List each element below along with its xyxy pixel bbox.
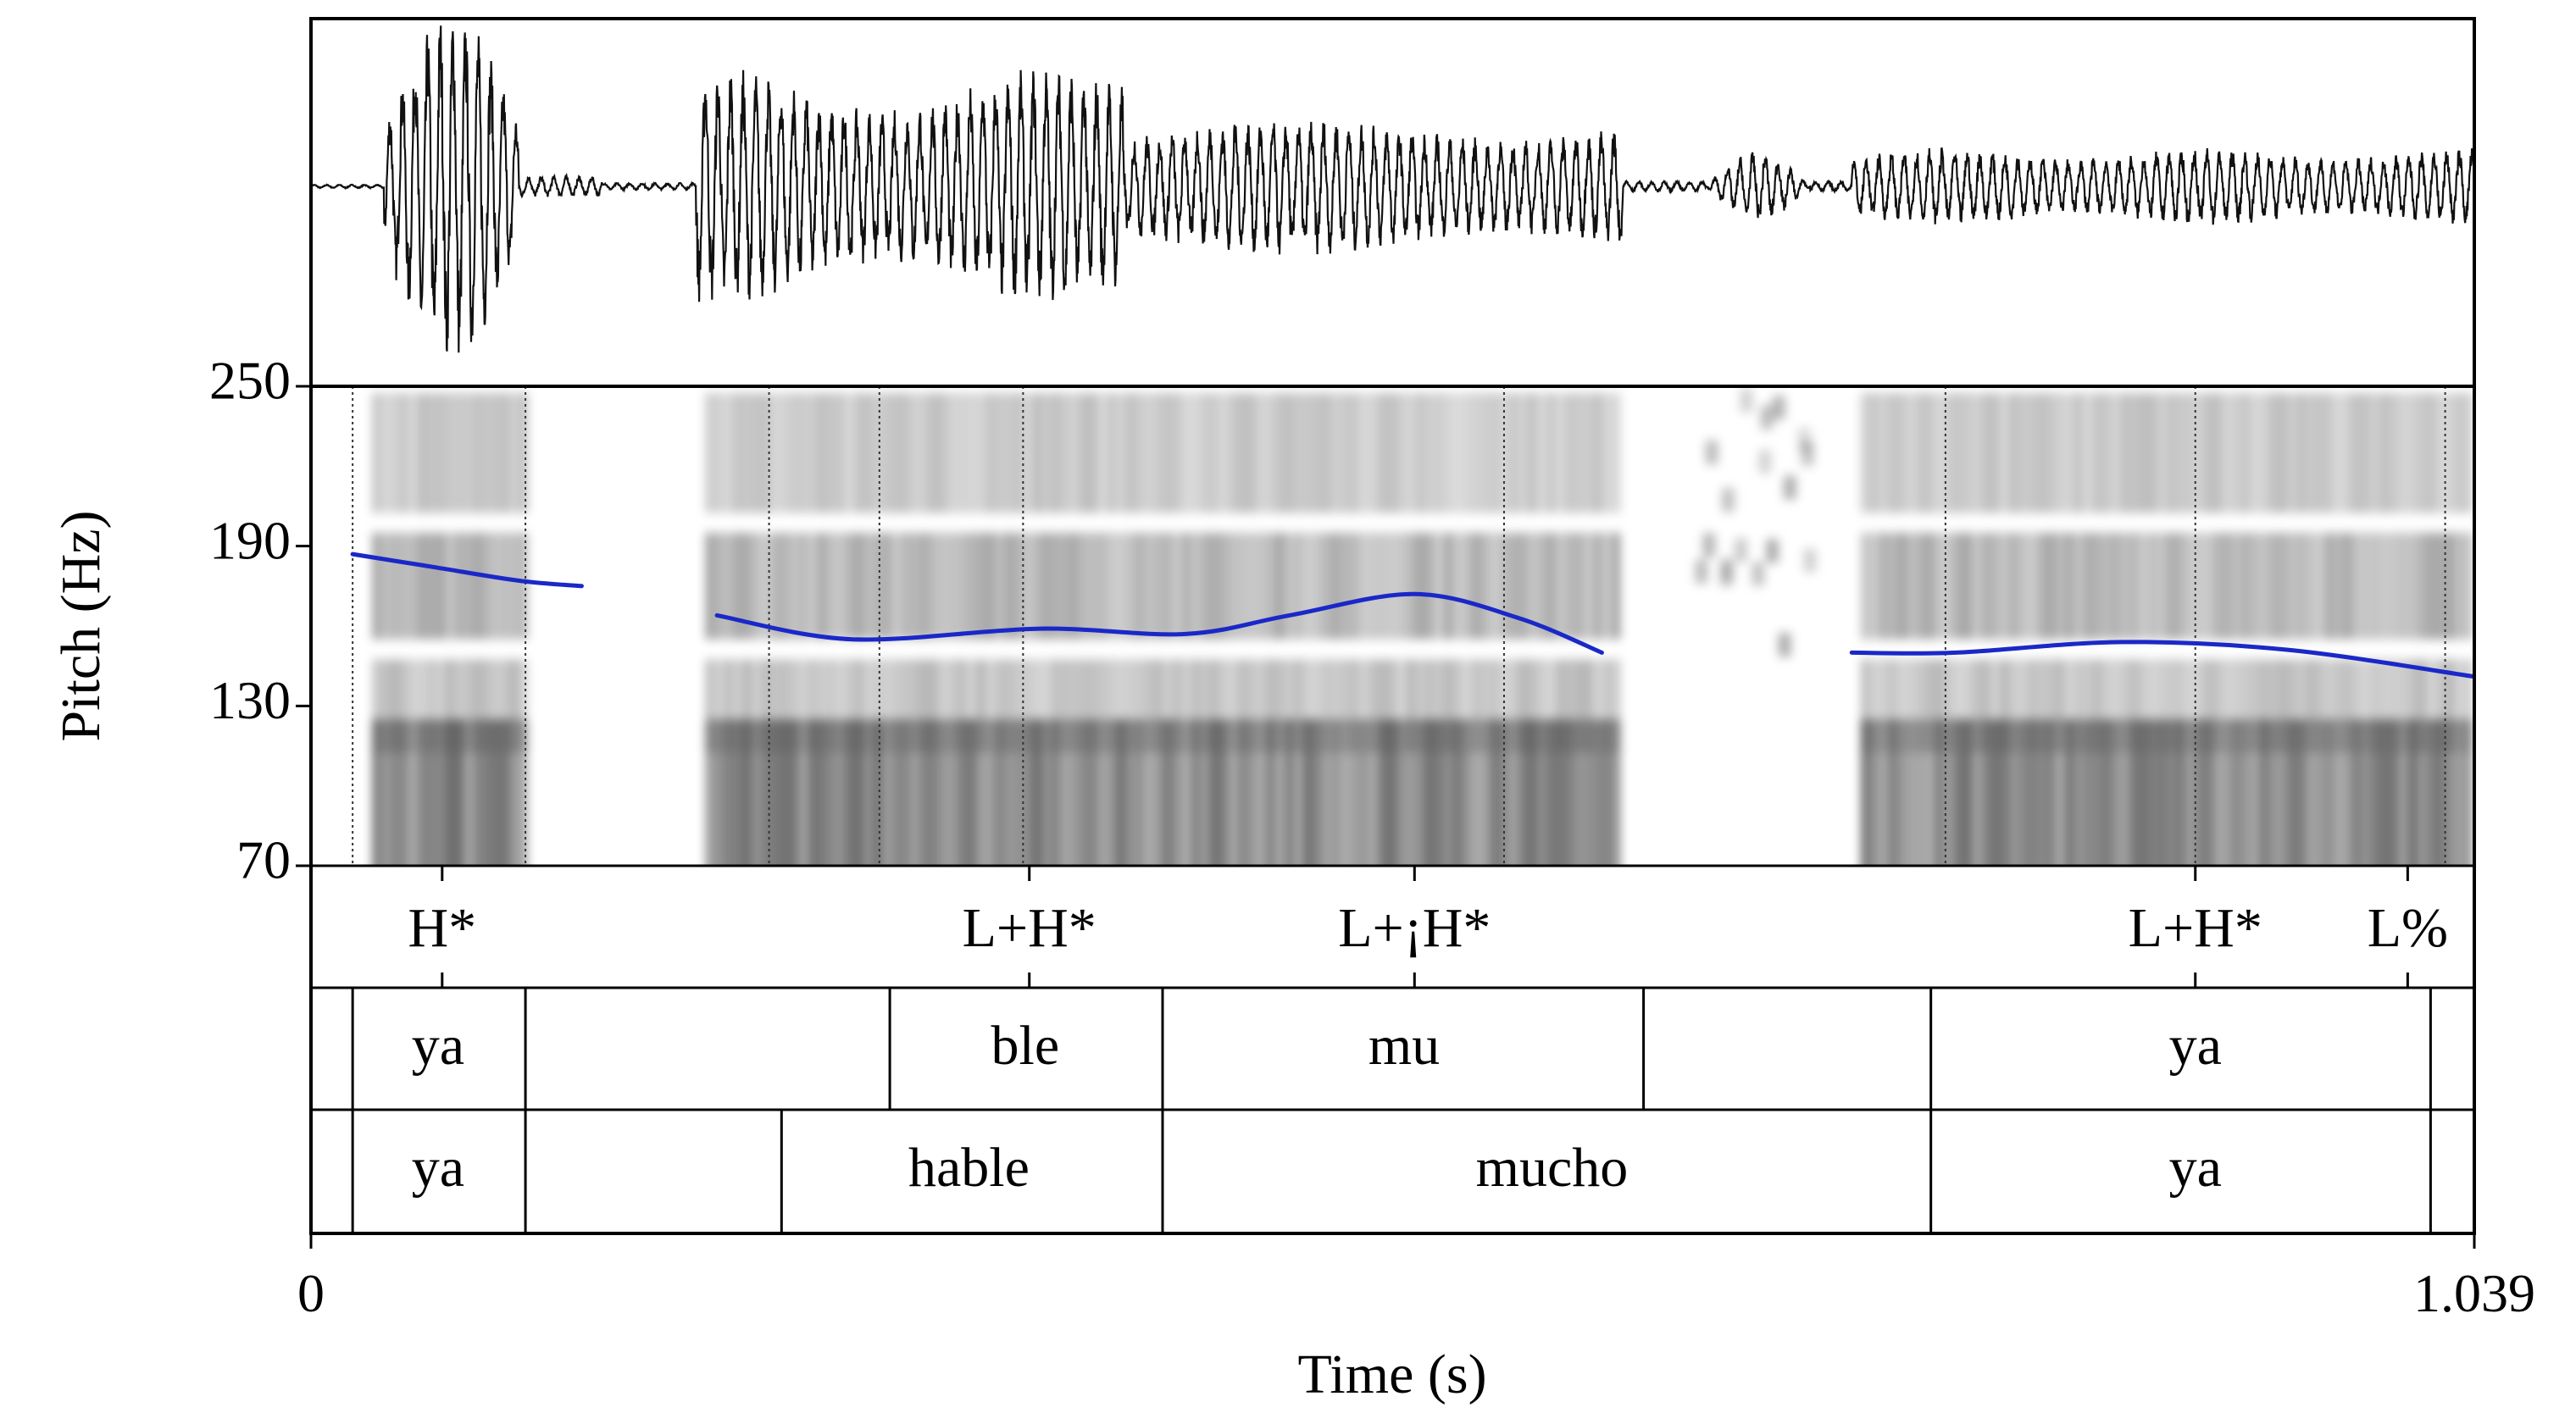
tone-label-0: H* xyxy=(408,897,476,959)
y-tick-label-250: 250 xyxy=(209,351,291,411)
tone-label-4: L% xyxy=(2368,897,2448,959)
x-axis-label: Time (s) xyxy=(1297,1344,1486,1405)
syllable-label-3: ya xyxy=(2169,1015,2222,1077)
pitch-segment-1 xyxy=(350,551,584,589)
plot-frame xyxy=(309,385,2476,1235)
tone-label-3: L+H* xyxy=(2129,897,2262,959)
x-tick-label-0: 0 xyxy=(297,1263,325,1323)
tone-label-1: L+H* xyxy=(963,897,1096,959)
word-label-1: hable xyxy=(908,1137,1030,1199)
interval-boundaries xyxy=(352,386,2446,866)
annotation-tiers: H* L+H* L+¡H* L+H* L% ya ble mu ya ya hable mucho ya xyxy=(351,866,2448,1233)
pitch-segment-3 xyxy=(1849,640,2474,679)
y-axis: 250 190 130 70 xyxy=(209,351,311,890)
tone-label-2: L+¡H* xyxy=(1338,897,1491,959)
x-axis: 0 1.039 xyxy=(297,1233,2535,1323)
x-tick-label-1: 1.039 xyxy=(2413,1263,2535,1323)
waveform-trace xyxy=(311,25,2474,353)
waveform-panel xyxy=(311,19,2474,386)
y-tick-label-130: 130 xyxy=(209,670,291,730)
word-label-2: mucho xyxy=(1476,1137,1629,1199)
word-label-3: ya xyxy=(2169,1137,2222,1199)
y-tick-label-190: 190 xyxy=(209,510,291,570)
waveform xyxy=(311,25,2474,353)
word-label-0: ya xyxy=(412,1137,464,1199)
pitch-segment-2 xyxy=(714,591,1604,655)
pitch-contour xyxy=(350,551,2474,679)
syllable-label-2: mu xyxy=(1368,1015,1440,1077)
y-tick-label-70: 70 xyxy=(236,830,291,890)
spectrogram-panel xyxy=(350,386,2474,866)
spectrogram xyxy=(373,388,2472,866)
syllable-label-1: ble xyxy=(991,1015,1059,1077)
y-axis-label: Pitch (Hz) xyxy=(50,510,112,741)
syllable-label-0: ya xyxy=(412,1015,464,1077)
